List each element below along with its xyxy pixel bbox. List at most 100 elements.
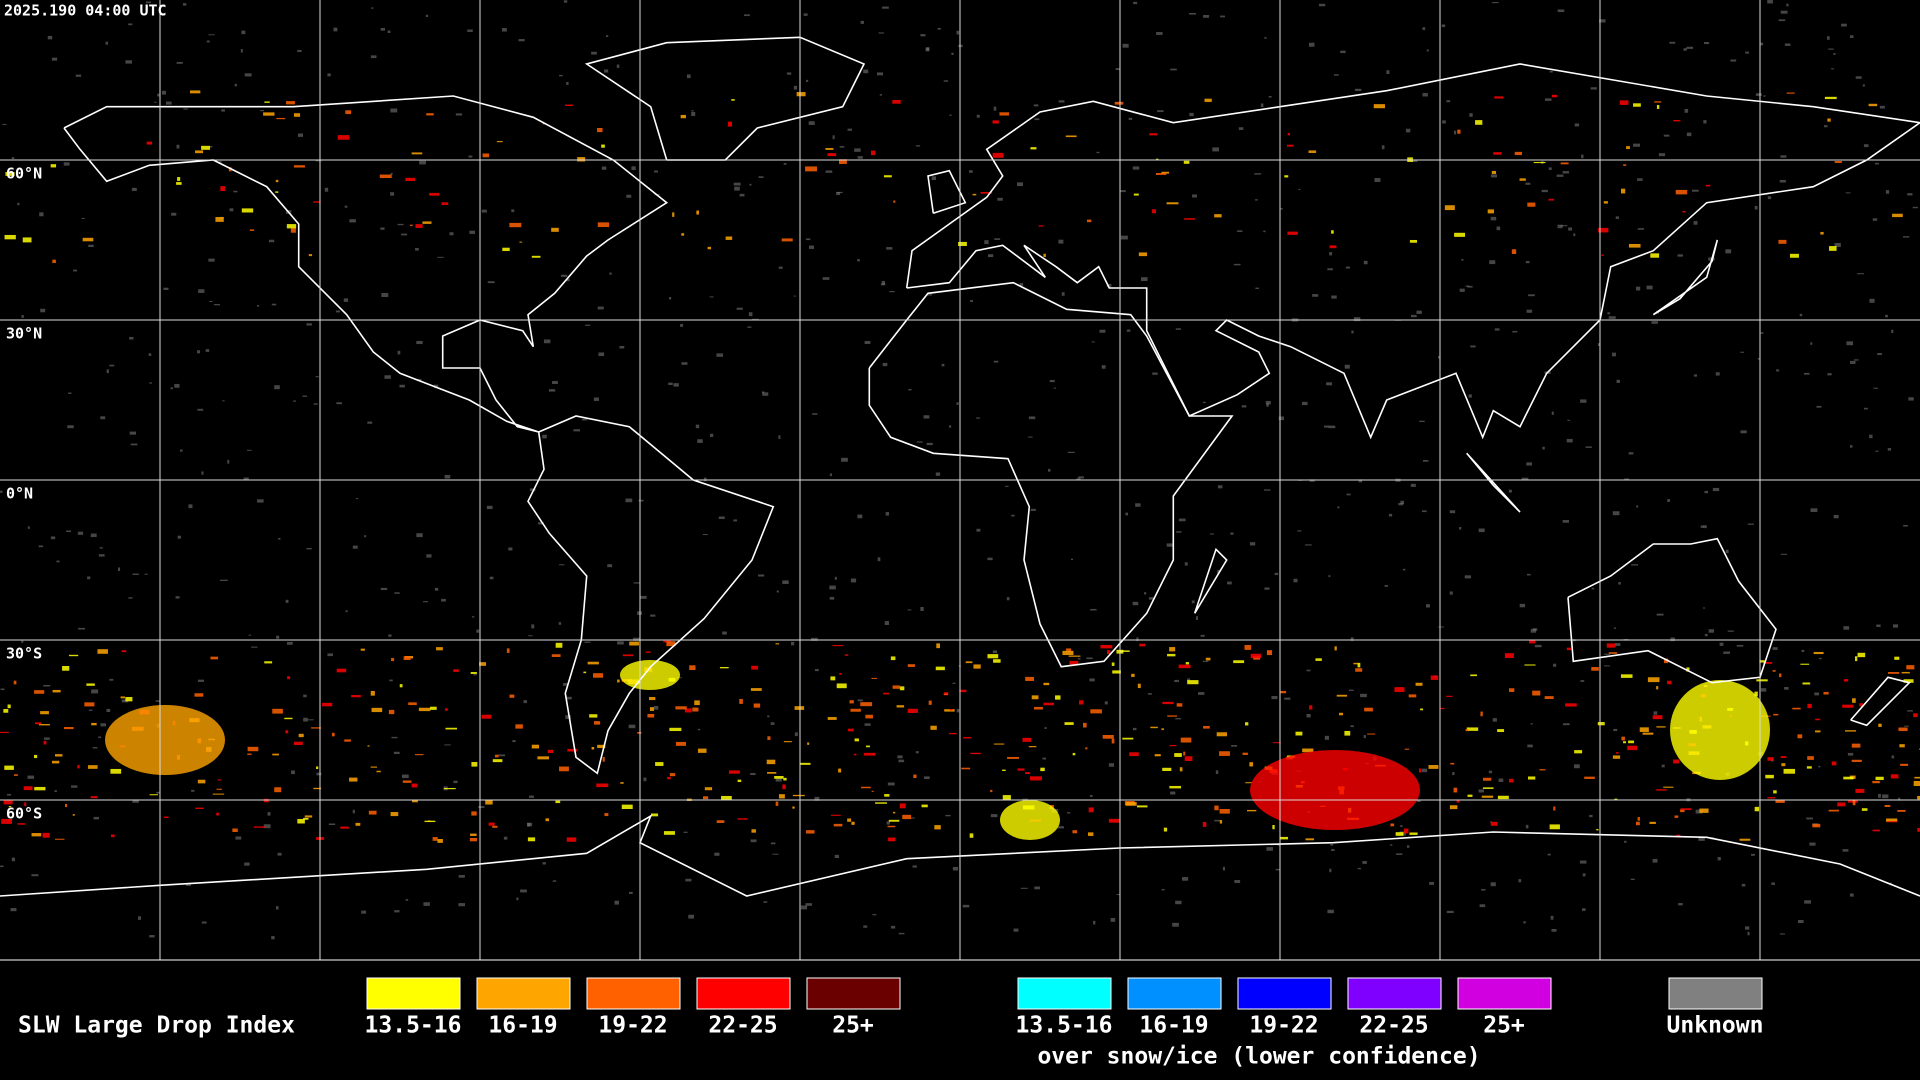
cloud-speck — [686, 74, 691, 79]
cloud-speck — [1264, 37, 1267, 39]
cloud-speck — [653, 705, 659, 710]
cloud-speck — [1755, 93, 1762, 96]
cloud-speck — [1780, 155, 1787, 158]
cloud-speck — [566, 696, 572, 700]
drop-speck — [272, 708, 283, 714]
cloud-speck — [1508, 489, 1512, 493]
cloud-speck — [188, 504, 193, 509]
cloud-speck — [328, 823, 336, 826]
cloud-speck — [565, 715, 571, 719]
cloud-speck — [697, 439, 703, 443]
cloud-speck — [1496, 226, 1501, 231]
legend-label: 13.5-16 — [1016, 1013, 1113, 1039]
drop-speck — [1763, 662, 1773, 664]
cloud-speck — [0, 865, 4, 868]
drop-speck — [1897, 809, 1906, 812]
cloud-speck — [291, 770, 295, 775]
cloud-speck — [1624, 478, 1630, 480]
drop-speck — [899, 686, 905, 691]
cloud-speck — [1612, 511, 1620, 516]
cloud-speck — [886, 821, 890, 825]
cloud-speck — [130, 443, 138, 446]
cloud-speck — [315, 376, 319, 378]
cloud-speck — [1357, 867, 1362, 870]
cloud-speck — [1122, 43, 1129, 48]
drop-speck — [471, 761, 478, 767]
drop-speck — [1598, 227, 1609, 233]
cloud-speck — [389, 679, 393, 682]
drop-speck — [1682, 210, 1686, 213]
drop-speck — [17, 823, 26, 825]
cloud-speck — [633, 582, 640, 584]
drop-speck — [1504, 653, 1514, 658]
cloud-speck — [1494, 328, 1500, 331]
cloud-speck — [453, 780, 458, 784]
cloud-speck — [1715, 372, 1720, 376]
drop-speck — [1331, 230, 1334, 234]
drop-speck — [1786, 92, 1795, 94]
drop-speck — [775, 801, 779, 806]
cloud-speck — [387, 30, 391, 34]
cloud-speck — [1885, 190, 1890, 194]
cloud-speck — [864, 723, 871, 726]
cloud-speck — [695, 424, 700, 429]
cloud-speck — [1333, 74, 1339, 76]
drop-speck — [1072, 752, 1076, 756]
cloud-speck — [128, 597, 133, 599]
cloud-speck — [1653, 711, 1658, 715]
cloud-speck — [306, 547, 312, 550]
drop-speck — [860, 702, 873, 707]
drop-speck — [1336, 694, 1348, 697]
cloud-speck — [1061, 292, 1065, 296]
drop-speck — [197, 779, 206, 784]
drop-speck — [647, 713, 655, 718]
cloud-speck — [1034, 118, 1040, 121]
cloud-speck — [455, 113, 462, 116]
drop-speck — [1627, 745, 1638, 751]
cloud-speck — [1580, 399, 1587, 403]
cloud-speck — [1425, 604, 1430, 608]
legend-swatch — [1237, 977, 1332, 1010]
cloud-speck — [182, 3, 187, 6]
drop-speck — [86, 683, 95, 686]
cloud-speck — [121, 699, 129, 703]
cloud-speck — [714, 852, 720, 856]
cloud-speck — [234, 83, 237, 87]
drop-speck — [1287, 231, 1298, 235]
drop-speck — [1308, 150, 1317, 153]
cloud-speck — [832, 135, 835, 140]
cloud-speck — [275, 906, 279, 910]
drop-speck — [1162, 767, 1172, 771]
legend-label: 22-25 — [1359, 1013, 1428, 1039]
cloud-speck — [306, 323, 312, 326]
cloud-speck — [926, 442, 933, 446]
cloud-speck — [1725, 549, 1729, 554]
drop-speck — [1339, 712, 1344, 716]
cloud-speck — [1200, 634, 1205, 637]
drop-speck — [949, 708, 953, 711]
cloud-speck — [43, 684, 51, 687]
cloud-speck — [531, 624, 535, 629]
cloud-speck — [1305, 544, 1312, 546]
cloud-speck — [416, 340, 423, 345]
cloud-speck — [1863, 144, 1869, 148]
drop-speck — [1250, 653, 1261, 659]
drop-speck — [1287, 132, 1290, 136]
cloud-speck — [1566, 438, 1573, 443]
drop-speck — [149, 794, 158, 796]
cloud-speck — [1426, 49, 1429, 52]
cloud-speck — [198, 289, 205, 293]
drop-speck — [62, 666, 70, 671]
cloud-speck — [1869, 298, 1875, 303]
cloud-speck — [98, 736, 102, 739]
cloud-speck — [1607, 312, 1611, 315]
drop-speck — [833, 823, 843, 827]
cloud-speck — [297, 133, 304, 137]
cloud-speck — [1136, 637, 1139, 642]
cloud-speck — [209, 301, 213, 303]
cloud-speck — [920, 34, 926, 37]
drop-speck — [33, 754, 38, 759]
drop-speck — [1620, 188, 1626, 194]
drop-speck — [589, 714, 598, 718]
cloud-speck — [154, 101, 157, 103]
